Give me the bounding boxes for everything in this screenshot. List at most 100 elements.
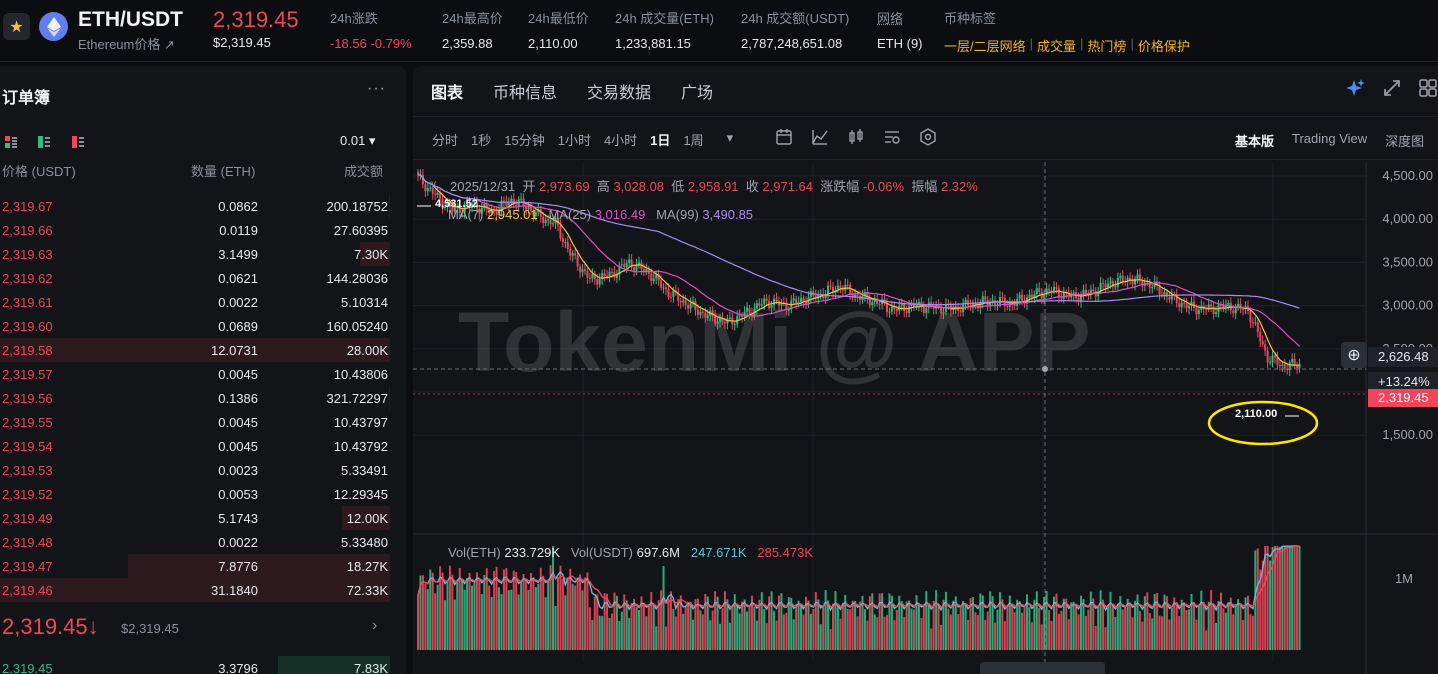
volume-bar (544, 597, 547, 650)
favorite-star-icon[interactable]: ★ (3, 13, 30, 40)
volume-bar (1016, 599, 1019, 650)
volume-bar (1212, 604, 1215, 650)
volume-bar (736, 604, 739, 650)
indicator-icon[interactable] (811, 128, 829, 151)
interval-1w[interactable]: 1周 (683, 133, 704, 148)
precision-select[interactable]: 0.01 ▾ (340, 133, 376, 148)
candle-body (684, 300, 687, 305)
volume-bar (1296, 546, 1299, 650)
candle-body (1288, 362, 1291, 371)
candle-body (1089, 289, 1092, 295)
view-tradingview[interactable]: Trading View (1292, 131, 1368, 146)
ask-row[interactable]: 2,319.47 7.8776 18.27K (0, 554, 390, 578)
candle-body (1018, 294, 1021, 299)
stat-network[interactable]: 网络 ETH (9) (877, 8, 923, 51)
coin-tag[interactable]: 成交量 (1037, 39, 1077, 54)
volume-bar (719, 623, 722, 650)
kline-chart[interactable]: 4,500.004,000.003,500.003,000.002,500.00… (413, 162, 1438, 674)
view-basic[interactable]: 基本版 (1235, 134, 1275, 149)
candle-body (429, 187, 432, 189)
interval-more-dropdown[interactable]: ▾ (726, 130, 734, 145)
volume-bar (1291, 546, 1294, 650)
ask-price: 2,319.66 (2, 223, 53, 238)
ask-row[interactable]: 2,319.57 0.0045 10.43806 (0, 362, 390, 386)
tab-coin-info[interactable]: 币种信息 (493, 85, 558, 102)
chevron-right-icon[interactable]: › (372, 617, 378, 634)
layout-grid-icon[interactable] (1418, 78, 1438, 103)
ask-row[interactable]: 2,319.54 0.0045 10.43792 (0, 434, 390, 458)
ask-row[interactable]: 2,319.46 31.1840 72.33K (0, 578, 390, 602)
ai-sparkle-icon[interactable] (1346, 78, 1366, 103)
volume-bar (1273, 546, 1276, 650)
candle-body (795, 298, 798, 304)
interval-1d[interactable]: 1日 (650, 133, 671, 148)
ask-price: 2,319.61 (2, 295, 53, 310)
ask-row[interactable]: 2,319.66 0.0119 27.60395 (0, 218, 390, 242)
interval-1h[interactable]: 1小时 (557, 133, 591, 148)
high-label: 高 (596, 179, 610, 194)
ask-row[interactable]: 2,319.56 0.1386 321.72297 (0, 386, 390, 410)
interval-4h[interactable]: 4小时 (603, 133, 638, 148)
coin-tag[interactable]: 热门榜 (1087, 39, 1127, 54)
ethereum-logo-icon (39, 12, 68, 41)
candle-body (1188, 305, 1191, 309)
volume-bar (1210, 590, 1213, 650)
candle-body (743, 311, 746, 317)
tab-trading-data[interactable]: 交易数据 (587, 85, 652, 102)
volume-bar (1244, 597, 1247, 650)
tab-chart[interactable]: 图表 (431, 85, 464, 102)
candle-body (672, 290, 675, 297)
candle-body (1013, 304, 1016, 306)
chart-settings-icon[interactable] (883, 128, 901, 151)
ask-row[interactable]: 2,319.49 5.1743 12.00K (0, 506, 390, 530)
ask-row[interactable]: 2,319.67 0.0862 200.18752 (0, 194, 390, 218)
volume-bar (937, 604, 940, 650)
candle-body (922, 307, 925, 313)
orderbook-asks-mode-icon[interactable] (72, 135, 84, 148)
candle-body (662, 287, 665, 289)
volume-bar (883, 616, 886, 650)
volume-bar (537, 583, 540, 650)
ask-row[interactable]: 2,319.48 0.0022 5.33480 (0, 530, 390, 554)
volume-bar (787, 597, 790, 650)
interval-1s[interactable]: 1秒 (471, 133, 492, 148)
candle-style-icon[interactable] (847, 128, 865, 151)
ask-row[interactable]: 2,319.63 3.1499 7.30K (0, 242, 390, 266)
interval-time-sharing[interactable]: 分时 (432, 133, 459, 148)
bid-total: 7.83K (354, 661, 388, 674)
tab-square[interactable]: 广场 (681, 85, 714, 102)
calendar-icon[interactable] (775, 128, 793, 151)
ask-price: 2,319.56 (2, 391, 53, 406)
orderbook-bids-mode-icon[interactable] (38, 135, 50, 148)
last-price-usd: $2,319.45 (213, 35, 271, 50)
ask-row[interactable]: 2,319.60 0.0689 160.05240 (0, 314, 390, 338)
volume-bar (743, 599, 746, 650)
bid-row[interactable]: 2,319.45 3.3796 7.83K (0, 656, 390, 674)
fullscreen-icon[interactable] (1382, 78, 1402, 103)
coin-tag[interactable]: 价格保护 (1137, 39, 1190, 54)
candle-body (657, 274, 660, 281)
ask-price: 2,319.52 (2, 487, 53, 502)
ask-row[interactable]: 2,319.52 0.0053 12.29345 (0, 482, 390, 506)
collapse-chevron-icon[interactable]: ∨ (430, 179, 438, 190)
volume-bar (554, 606, 557, 650)
candle-body (652, 278, 655, 281)
ask-row[interactable]: 2,319.53 0.0023 5.33491 (0, 458, 390, 482)
ask-row[interactable]: 2,319.58 12.0731 28.00K (0, 338, 390, 362)
view-depth[interactable]: 深度图 (1385, 134, 1425, 149)
ask-row[interactable]: 2,319.62 0.0621 144.28036 (0, 266, 390, 290)
add-alert-icon[interactable]: ⊕ (1341, 342, 1367, 368)
coin-tag[interactable]: 一层/二层网络 (944, 39, 1026, 54)
volume-bar (984, 620, 987, 650)
pair-price-link[interactable]: Ethereum价格 ↗ (78, 37, 175, 52)
orderbook-both-mode-icon[interactable] (5, 135, 17, 148)
ask-row[interactable]: 2,319.55 0.0045 10.43797 (0, 410, 390, 434)
more-options-icon[interactable]: ··· (367, 80, 386, 97)
candle-body (804, 301, 807, 305)
hexagon-settings-icon[interactable] (919, 128, 937, 151)
volume-bar (1259, 569, 1262, 650)
y-axis-label: 3,000.00 (1382, 298, 1433, 313)
interval-15m[interactable]: 15分钟 (504, 133, 545, 148)
volume-bar (498, 587, 501, 650)
ask-row[interactable]: 2,319.61 0.0022 5.10314 (0, 290, 390, 314)
